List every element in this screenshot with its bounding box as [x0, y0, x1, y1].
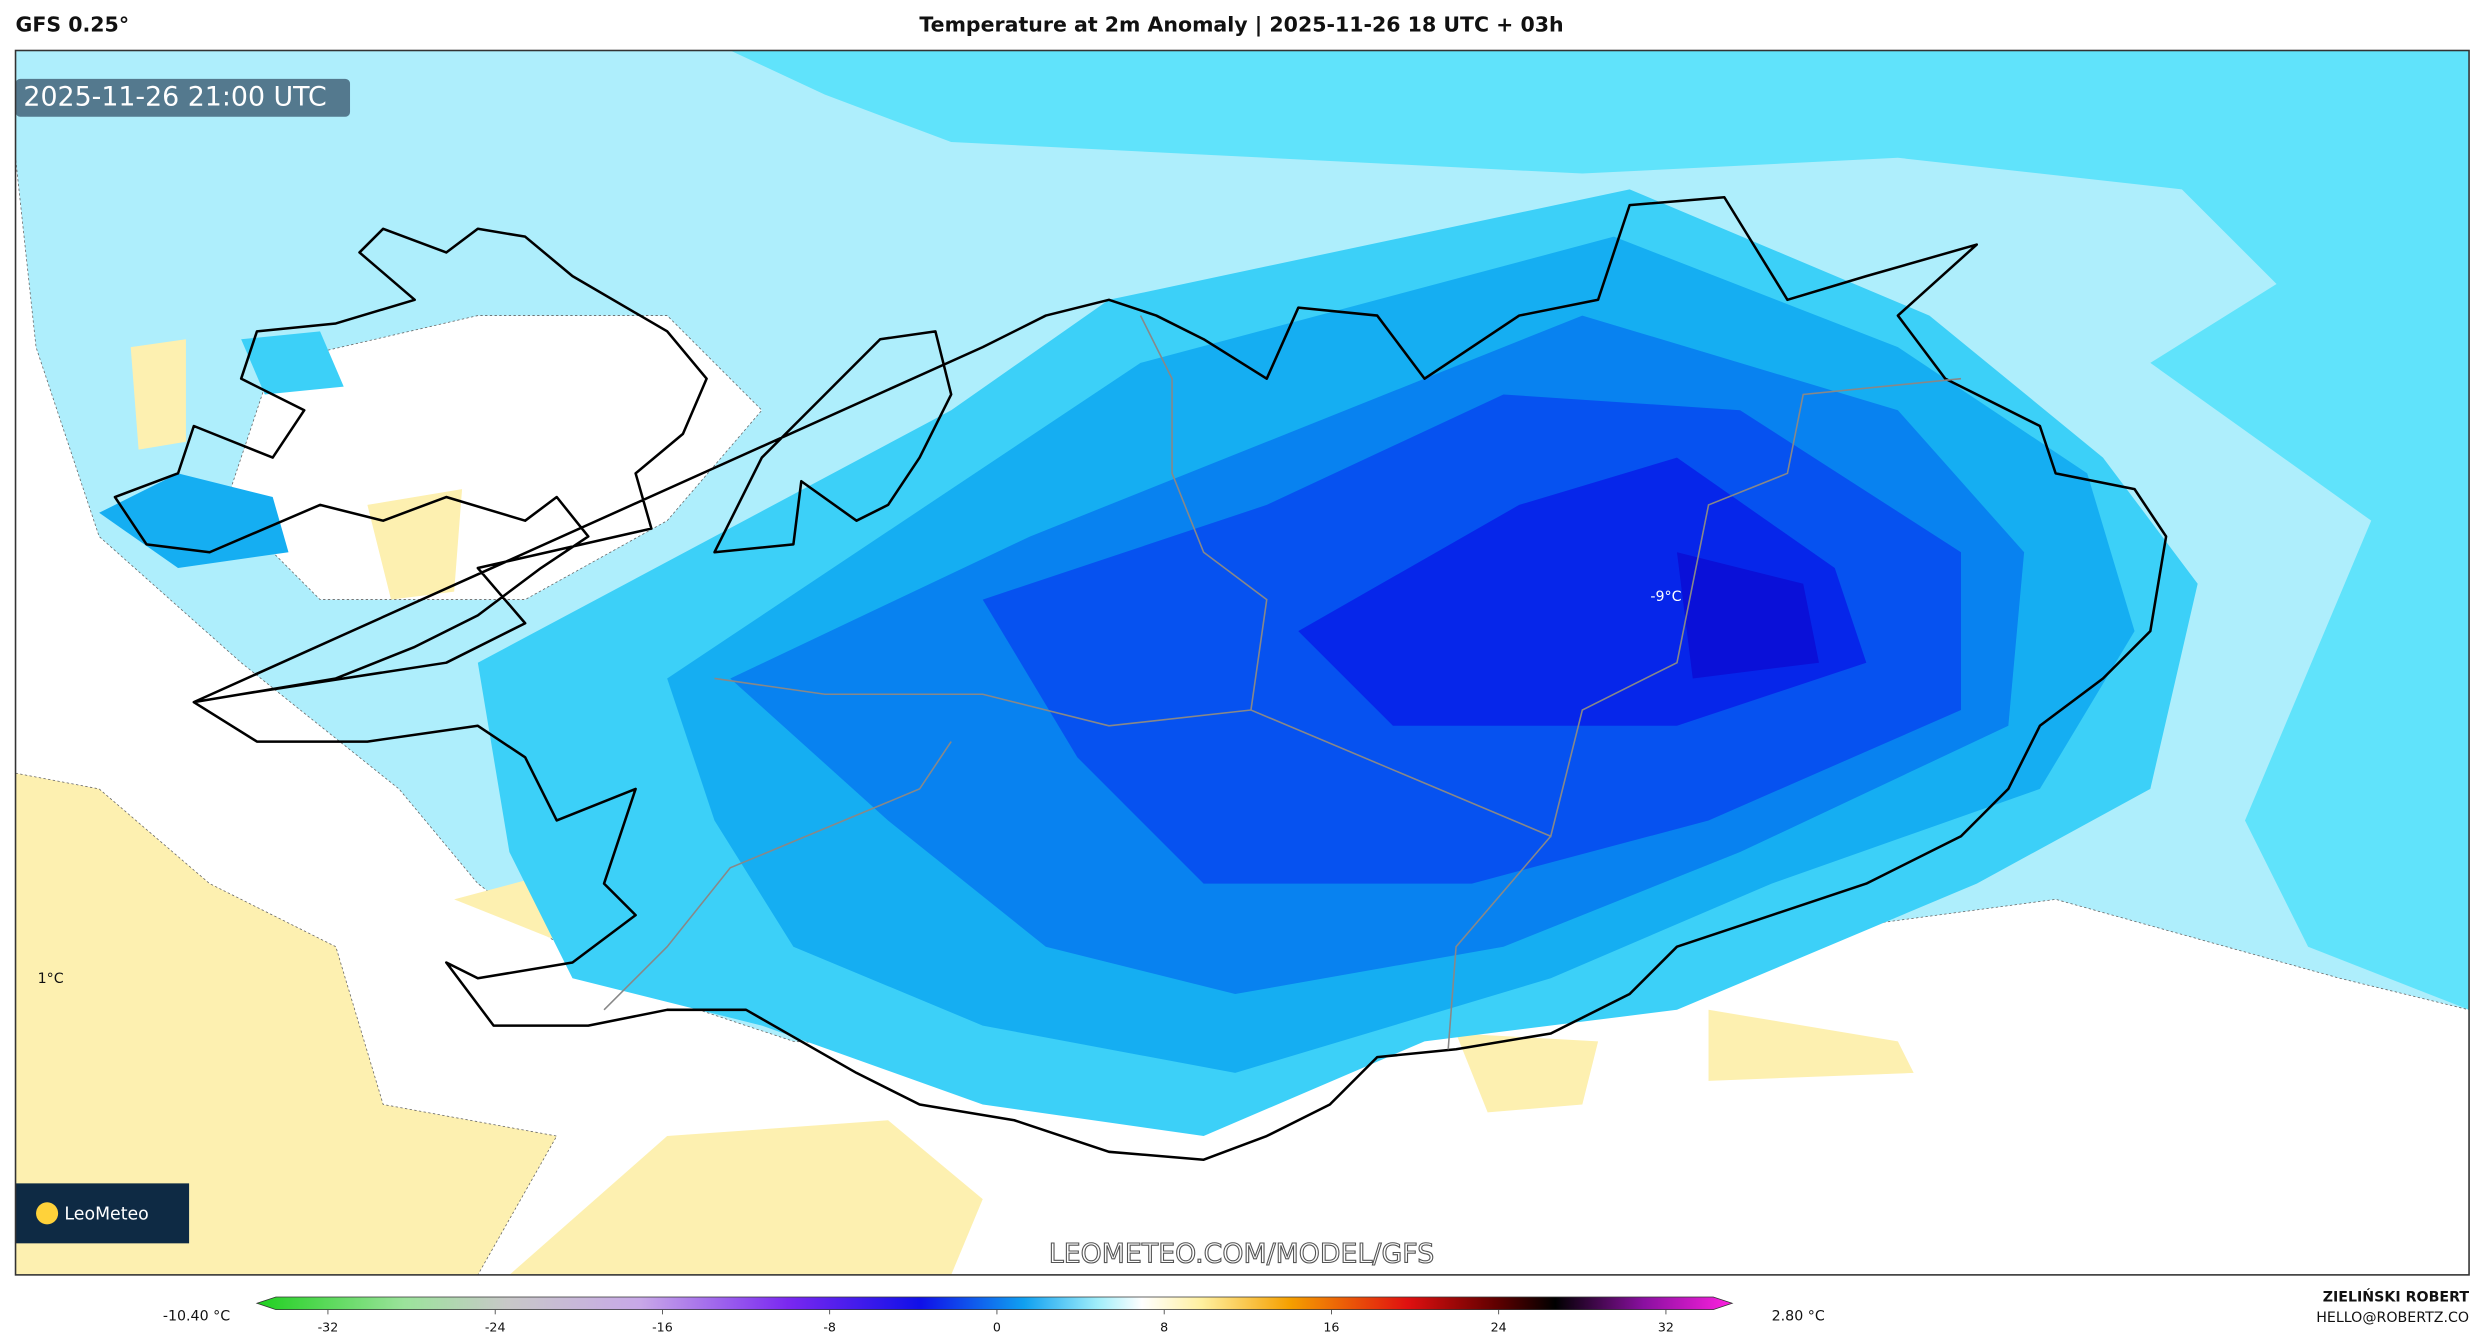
- colorbar-tick-label: -8: [823, 1320, 836, 1335]
- colorbar-tick-label: 32: [1658, 1320, 1674, 1335]
- contact: HELLO@ROBERTZ.CO: [2316, 1310, 2469, 1326]
- colorbar-tick-label: -32: [318, 1320, 339, 1335]
- colorbar-tick-label: 16: [1323, 1320, 1339, 1335]
- timestamp: 2025-11-26 21:00 UTC: [23, 82, 326, 113]
- map-label: -9°C: [1650, 589, 1681, 605]
- map: 2025-11-26 21:00 UTC -9°C 1°C LEOMETEO.C…: [15, 50, 2470, 1275]
- map-label: 1°C: [38, 971, 64, 987]
- author: ZIELIŃSKI ROBERT: [2323, 1289, 2470, 1306]
- logo: LeoMeteo: [64, 1205, 148, 1225]
- colorbar-min: -10.40 °C: [163, 1309, 230, 1325]
- colorbar-tick-label: 8: [1160, 1320, 1168, 1335]
- colorbar: -10.40 °C 2.80 °C -32 -24 -16 -8 0 8 16 24 32: [163, 1296, 1825, 1335]
- colorbar-tick-label: 0: [993, 1320, 1001, 1335]
- colorbar-max: 2.80 °C: [1772, 1309, 1825, 1325]
- model-name: GFS 0.25°: [16, 13, 130, 37]
- colorbar-tick-label: -24: [485, 1320, 506, 1335]
- watermark: LEOMETEO.COM/MODEL/GFS: [1049, 1238, 1434, 1269]
- colorbar-tick-label: -16: [652, 1320, 673, 1335]
- map-title: Temperature at 2m Anomaly | 2025-11-26 1…: [919, 13, 1563, 38]
- colorbar-tick-label: 24: [1491, 1320, 1507, 1335]
